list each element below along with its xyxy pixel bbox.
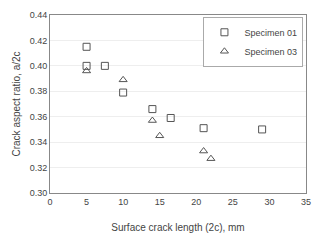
svg-text:Specimen 03: Specimen 03 bbox=[244, 47, 297, 57]
svg-text:20: 20 bbox=[191, 197, 201, 207]
svg-text:0.44: 0.44 bbox=[30, 10, 48, 20]
svg-text:15: 15 bbox=[155, 197, 165, 207]
svg-text:10: 10 bbox=[118, 197, 128, 207]
svg-text:0.38: 0.38 bbox=[30, 86, 48, 96]
svg-text:0: 0 bbox=[47, 197, 52, 207]
svg-text:Crack aspect ratio, a/2c: Crack aspect ratio, a/2c bbox=[11, 51, 22, 156]
svg-text:0.32: 0.32 bbox=[30, 163, 48, 173]
svg-text:30: 30 bbox=[264, 197, 274, 207]
svg-text:25: 25 bbox=[228, 197, 238, 207]
svg-text:5: 5 bbox=[84, 197, 89, 207]
svg-text:Specimen 01: Specimen 01 bbox=[244, 28, 297, 38]
svg-text:0.42: 0.42 bbox=[30, 36, 48, 46]
svg-text:Surface crack length (2c), mm: Surface crack length (2c), mm bbox=[111, 222, 244, 233]
svg-text:0.36: 0.36 bbox=[30, 112, 48, 122]
svg-text:0.34: 0.34 bbox=[30, 137, 48, 147]
svg-text:0.40: 0.40 bbox=[30, 61, 48, 71]
svg-text:35: 35 bbox=[301, 197, 311, 207]
svg-text:0.30: 0.30 bbox=[30, 188, 48, 198]
